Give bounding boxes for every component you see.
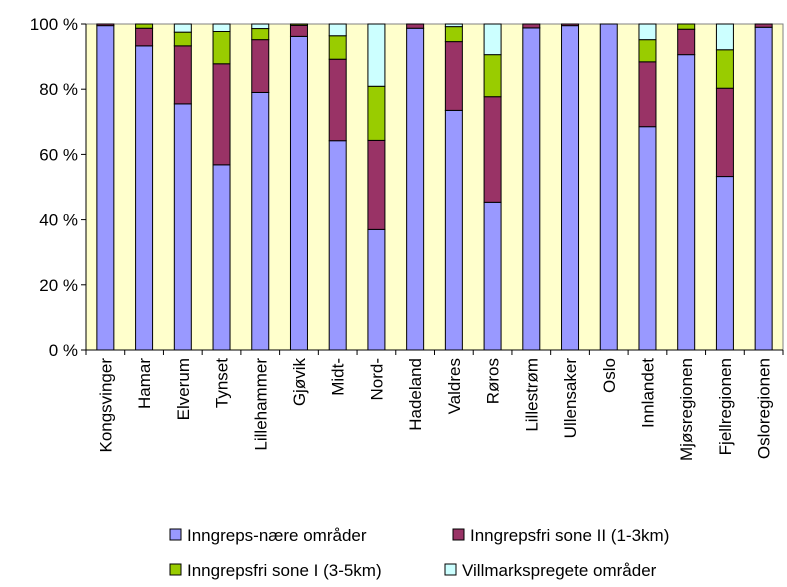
bar-segment-12-0: [561, 25, 580, 351]
bar-segment-16-1: [715, 87, 734, 178]
bar-segment-2-3: [173, 23, 192, 33]
x-tick-label: Mjøsregionen: [677, 358, 696, 461]
bar-segment-8-1: [406, 23, 425, 29]
x-tick-label: Innlandet: [638, 358, 657, 428]
bar-segment-1-0: [135, 45, 154, 351]
bar-segment-4-1: [251, 39, 270, 93]
plot-area: [85, 23, 784, 351]
legend-label: Inngrepsfri sone II (1-3km): [470, 526, 669, 545]
bar-segment-6-2: [328, 35, 347, 60]
bar-segment-11-1: [522, 23, 541, 29]
bar-segment-3-2: [212, 31, 231, 65]
bar-segment-2-1: [173, 45, 192, 105]
bar-segment-17-1: [754, 23, 773, 28]
bar-segment-10-2: [483, 54, 502, 98]
bars: [96, 23, 773, 351]
legend: Inngreps-nære områder Inngrepsfri sone II…: [169, 526, 669, 580]
y-tick-label: 40 %: [39, 211, 78, 230]
bar-segment-12-1: [561, 23, 580, 27]
bar-segment-13-0: [599, 23, 618, 351]
bar-segment-7-1: [367, 139, 386, 230]
bar-segment-9-0: [444, 109, 463, 351]
bar-segment-14-2: [638, 39, 657, 63]
x-tick-label: Osloregionen: [755, 358, 774, 459]
bar-segment-6-1: [328, 58, 347, 142]
x-tick-label: Lillehammer: [251, 358, 270, 451]
x-tick-label: Kongsvinger: [96, 358, 115, 453]
bar-segment-5-0: [289, 35, 308, 351]
bar-segment-6-3: [328, 23, 347, 37]
x-tick-label: Hamar: [135, 358, 154, 409]
bar-segment-15-0: [677, 54, 696, 351]
legend-swatch: [169, 528, 182, 541]
bar-segment-5-2: [289, 23, 308, 26]
legend-label: Inngreps-nære områder: [187, 526, 367, 545]
bar-segment-17-0: [754, 26, 773, 351]
bar-segment-2-0: [173, 103, 192, 351]
bar-segment-3-3: [212, 23, 231, 32]
bar-segment-9-3: [444, 23, 463, 28]
bar-segment-9-2: [444, 26, 463, 43]
y-tick-label: 80 %: [39, 80, 78, 99]
bar-segment-16-3: [715, 23, 734, 51]
bar-segment-16-2: [715, 49, 734, 89]
bar-segment-14-3: [638, 23, 657, 41]
legend-swatch: [169, 563, 182, 576]
x-tick-label: Lillestrøm: [522, 358, 541, 432]
x-tick-label: Røros: [484, 358, 503, 404]
bar-segment-7-0: [367, 228, 386, 351]
bar-segment-15-1: [677, 28, 696, 56]
bar-segment-1-1: [135, 27, 154, 47]
bar-segment-7-3: [367, 23, 386, 87]
bar-segment-15-2: [677, 23, 696, 30]
y-tick-label: 20 %: [39, 276, 78, 295]
x-tick-label: Fjellregionen: [716, 358, 735, 455]
x-tick-label: Elverum: [174, 358, 193, 420]
bar-segment-9-1: [444, 41, 463, 111]
bar-segment-0-0: [96, 25, 115, 351]
x-tick-label: Oslo: [600, 358, 619, 393]
x-tick-label: Valdres: [445, 358, 464, 414]
legend-swatch: [452, 528, 465, 541]
bar-segment-2-2: [173, 31, 192, 47]
y-axis: 0 % 20 % 40 % 60 % 80 % 100 %: [30, 15, 87, 360]
x-axis: Kongsvinger Hamar Elverum Tynset Lillehammer…: [85, 349, 784, 461]
bar-segment-0-1: [96, 23, 115, 27]
y-tick-label: 60 %: [39, 145, 78, 164]
bar-segment-16-0: [715, 176, 734, 351]
y-tick-label: 100 %: [30, 15, 78, 34]
bar-segment-14-1: [638, 61, 657, 128]
x-tick-label: Gjøvik: [290, 358, 309, 407]
bar-segment-6-0: [328, 140, 347, 351]
bar-segment-10-0: [483, 201, 502, 351]
bar-segment-1-2: [135, 23, 154, 29]
bar-segment-3-0: [212, 164, 231, 351]
bar-segment-4-0: [251, 91, 270, 351]
x-tick-label: Tynset: [213, 358, 232, 408]
bar-segment-3-1: [212, 63, 231, 166]
x-tick-label: Hadeland: [406, 358, 425, 431]
bar-segment-7-2: [367, 85, 386, 141]
bar-segment-14-0: [638, 126, 657, 351]
x-tick-label: Ullensaker: [561, 358, 580, 439]
bar-segment-10-1: [483, 96, 502, 203]
legend-label: Villmarkspregete områder: [462, 561, 657, 580]
x-tick-label: Midt-: [329, 358, 348, 396]
bar-segment-4-2: [251, 28, 270, 41]
legend-swatch: [444, 563, 457, 576]
bar-segment-10-3: [483, 23, 502, 56]
bar-segment-5-1: [289, 24, 308, 37]
bar-segment-8-0: [406, 27, 425, 351]
x-tick-label: Nord-: [367, 358, 386, 401]
y-tick-label: 0 %: [49, 341, 78, 360]
bar-segment-4-3: [251, 23, 270, 30]
legend-label: Inngrepsfri sone I (3-5km): [187, 561, 382, 580]
bar-segment-11-0: [522, 27, 541, 351]
